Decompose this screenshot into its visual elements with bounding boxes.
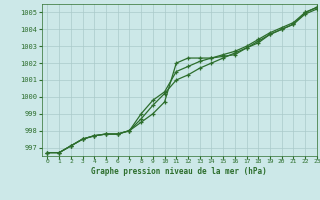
- X-axis label: Graphe pression niveau de la mer (hPa): Graphe pression niveau de la mer (hPa): [91, 167, 267, 176]
